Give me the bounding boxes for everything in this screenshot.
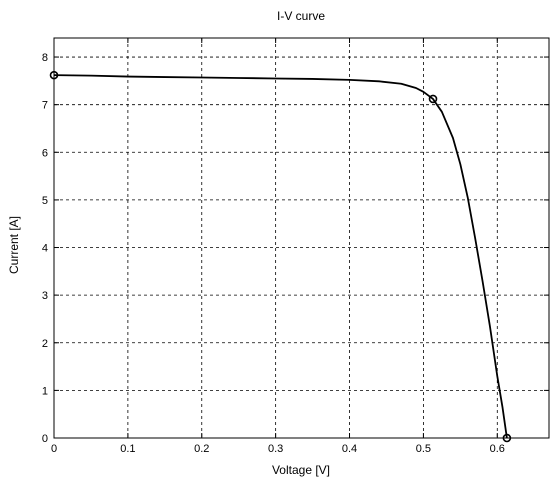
- x-tick-label-6: 0.6: [490, 443, 505, 455]
- y-tick-label-6: 6: [42, 147, 48, 159]
- series-line-0: [53, 74, 508, 439]
- axes-frame: [53, 37, 550, 439]
- plot-area: 0 0.1 0.2 0.3 0.4 0.5 0.6 0 1 2 3 4 5 6 7 8: [42, 37, 550, 455]
- x-tick-label-0: 0: [51, 443, 57, 455]
- x-tick-label-2: 0.2: [194, 443, 209, 455]
- marker-isc: [49, 70, 59, 80]
- y-tick-label-5: 5: [42, 195, 48, 207]
- y-tick-label-2: 2: [42, 338, 48, 350]
- x-tick-label-3: 0.3: [268, 443, 283, 455]
- marker-mpp: [428, 94, 438, 104]
- chart-title: I-V curve: [277, 9, 325, 23]
- marker-voc: [502, 433, 512, 443]
- y-tick-label-7: 7: [42, 100, 48, 112]
- x-tick-label-5: 0.5: [416, 443, 431, 455]
- y-axis-title: Current [A]: [7, 216, 21, 274]
- x-axis-title: Voltage [V]: [272, 463, 330, 477]
- x-tick-label-4: 0.4: [342, 443, 357, 455]
- y-tick-label-3: 3: [42, 290, 48, 302]
- y-tick-label-4: 4: [42, 243, 48, 255]
- y-tick-label-1: 1: [42, 385, 48, 397]
- y-tick-label-8: 8: [42, 52, 48, 64]
- y-tick-label-0: 0: [42, 433, 48, 445]
- x-tick-label-1: 0.1: [120, 443, 135, 455]
